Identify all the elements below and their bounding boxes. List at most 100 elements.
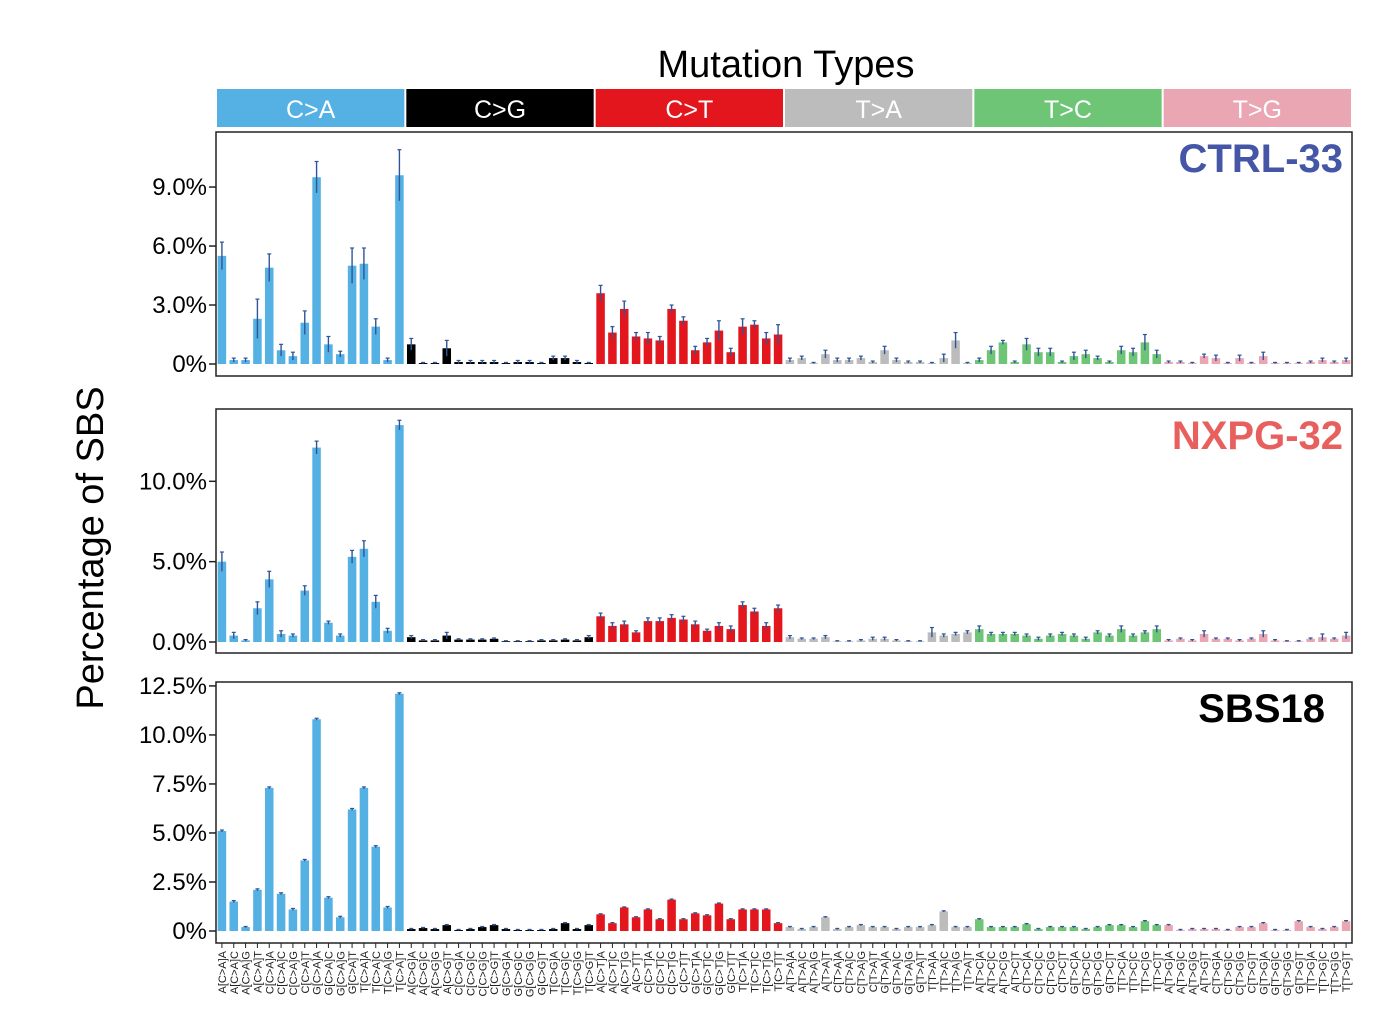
x-tick-label: G[C>T]A bbox=[690, 950, 702, 994]
bar-g-c-a-a bbox=[312, 177, 321, 364]
band-label-c-a: C>A bbox=[286, 96, 336, 124]
y-tick-label: 5.0% bbox=[152, 820, 207, 847]
x-tick-label: G[T>C]A bbox=[1069, 950, 1081, 994]
x-tick-label: G[C>A]G bbox=[335, 951, 347, 996]
bar-t-t-g-t bbox=[1341, 921, 1351, 931]
bar-t-t-c-c bbox=[1128, 927, 1138, 931]
bar-c-c-g-t bbox=[489, 638, 499, 642]
bar-t-t-g-g bbox=[1329, 927, 1339, 931]
bar-g-c-a-g bbox=[335, 354, 345, 364]
bar-t-c-a-t bbox=[395, 693, 404, 931]
panel-label-ctrl-33: CTRL-33 bbox=[1179, 137, 1343, 181]
bar-g-c-t-a bbox=[690, 913, 700, 931]
y-tick-label: 12.5% bbox=[139, 673, 207, 700]
x-tick-label: T[C>A]A bbox=[359, 950, 371, 993]
bar-t-t-c-t bbox=[1152, 354, 1162, 364]
x-tick-label: C[T>A]A bbox=[832, 950, 844, 993]
bar-c-c-g-a bbox=[454, 639, 463, 642]
x-tick-label: G[C>A]T bbox=[347, 951, 359, 994]
x-tick-label: G[T>G]G bbox=[1282, 951, 1294, 996]
bar-c-t-c-g bbox=[1045, 635, 1055, 642]
bar-a-c-a-g bbox=[241, 927, 250, 931]
x-tick-label: C[C>A]A bbox=[264, 950, 276, 994]
bar-a-t-g-c bbox=[1176, 638, 1185, 642]
x-tick-label: T[C>G]T bbox=[584, 951, 596, 994]
bar-c-c-t-g bbox=[667, 899, 676, 931]
y-tick-label: 9.0% bbox=[152, 174, 207, 201]
bar-a-c-t-t bbox=[631, 632, 641, 642]
bar-c-c-t-a bbox=[643, 621, 653, 642]
bar-g-t-a-t bbox=[915, 927, 925, 931]
x-tick-label: T[C>T]G bbox=[761, 951, 773, 993]
x-tick-label: A[T>G]T bbox=[1199, 951, 1211, 993]
x-tick-label: C[C>G]C bbox=[465, 951, 477, 996]
bar-g-c-a-g bbox=[335, 917, 345, 931]
x-tick-label: T[C>A]C bbox=[371, 951, 383, 994]
bar-c-c-a-c bbox=[276, 350, 286, 364]
bar-t-t-g-c bbox=[1318, 929, 1327, 931]
bar-a-t-a-g bbox=[809, 927, 818, 931]
bar-t-t-a-a bbox=[927, 925, 937, 931]
x-tick-label: G[C>G]T bbox=[536, 951, 548, 996]
bar-t-c-a-g bbox=[383, 630, 392, 642]
bar-a-t-c-a bbox=[974, 919, 984, 931]
bar-t-t-c-a bbox=[1116, 925, 1126, 931]
bar-t-c-g-t bbox=[584, 637, 594, 642]
bar-g-t-c-a bbox=[1069, 927, 1079, 931]
x-tick-label: T[T>G]G bbox=[1329, 951, 1341, 994]
x-tick-label: T[T>A]G bbox=[951, 951, 963, 993]
bar-t-c-g-c bbox=[560, 639, 570, 642]
y-tick-label: 0.0% bbox=[152, 629, 207, 656]
bar-a-c-g-g bbox=[430, 929, 440, 931]
bar-c-t-g-t bbox=[1247, 638, 1256, 642]
bar-g-c-t-c bbox=[702, 630, 712, 642]
band-label-t-g: T>G bbox=[1233, 96, 1282, 124]
bar-t-c-a-g bbox=[383, 907, 392, 931]
x-tick-label: A[C>T]C bbox=[607, 951, 619, 994]
panel-frame bbox=[215, 681, 1353, 944]
bar-a-c-t-a bbox=[596, 616, 605, 642]
x-tick-label: C[C>A]G bbox=[288, 951, 300, 995]
bar-a-c-a-t bbox=[253, 318, 262, 364]
x-tick-label: T[T>A]T bbox=[962, 951, 974, 991]
bar-a-t-g-a bbox=[1164, 925, 1173, 931]
x-tick-label: G[T>G]T bbox=[1294, 951, 1306, 994]
bar-g-t-a-c bbox=[892, 929, 901, 931]
bar-g-t-c-t bbox=[1105, 635, 1114, 642]
x-tick-label: T[T>C]G bbox=[1140, 951, 1152, 993]
bar-g-c-t-t bbox=[726, 919, 736, 931]
bar-a-t-g-g bbox=[1187, 929, 1197, 931]
x-tick-label: G[T>A]T bbox=[915, 951, 927, 993]
bar-c-t-a-g bbox=[856, 925, 866, 931]
bar-c-c-t-g bbox=[667, 617, 676, 642]
bar-c-c-a-t bbox=[300, 860, 310, 931]
bar-c-c-a-t bbox=[300, 590, 310, 642]
band-c-a bbox=[217, 89, 405, 127]
bar-c-c-a-c bbox=[276, 633, 286, 642]
y-tick-label: 2.5% bbox=[152, 869, 207, 896]
bar-t-c-t-g bbox=[761, 909, 771, 931]
bar-a-t-c-t bbox=[1010, 362, 1020, 364]
bar-a-t-a-t bbox=[821, 637, 830, 642]
bar-g-t-a-g bbox=[903, 927, 913, 931]
bar-t-c-t-a bbox=[738, 605, 747, 642]
x-tick-label: A[T>C]G bbox=[998, 951, 1010, 994]
bar-c-t-g-a bbox=[1211, 638, 1221, 642]
x-tick-label: G[T>C]G bbox=[1093, 951, 1105, 995]
bar-t-c-a-a bbox=[359, 263, 369, 364]
bar-c-t-c-a bbox=[1022, 924, 1031, 931]
x-tick-label: T[C>T]A bbox=[738, 950, 750, 992]
bar-c-c-a-g bbox=[288, 635, 298, 642]
bar-t-c-g-a bbox=[548, 358, 558, 364]
bar-t-c-g-g bbox=[572, 929, 582, 931]
bar-c-c-t-c bbox=[655, 340, 665, 364]
bar-t-t-g-g bbox=[1329, 362, 1339, 364]
x-tick-label: G[T>C]C bbox=[1081, 951, 1093, 995]
bar-g-t-c-g bbox=[1093, 632, 1102, 642]
x-tick-label: A[C>G]C bbox=[418, 951, 430, 995]
x-tick-label: A[T>A]A bbox=[785, 950, 797, 992]
bar-g-t-c-a bbox=[1069, 635, 1079, 642]
x-tick-label: T[T>A]A bbox=[927, 950, 939, 991]
bar-c-t-c-c bbox=[1034, 352, 1043, 364]
bar-a-c-a-a bbox=[217, 831, 227, 931]
